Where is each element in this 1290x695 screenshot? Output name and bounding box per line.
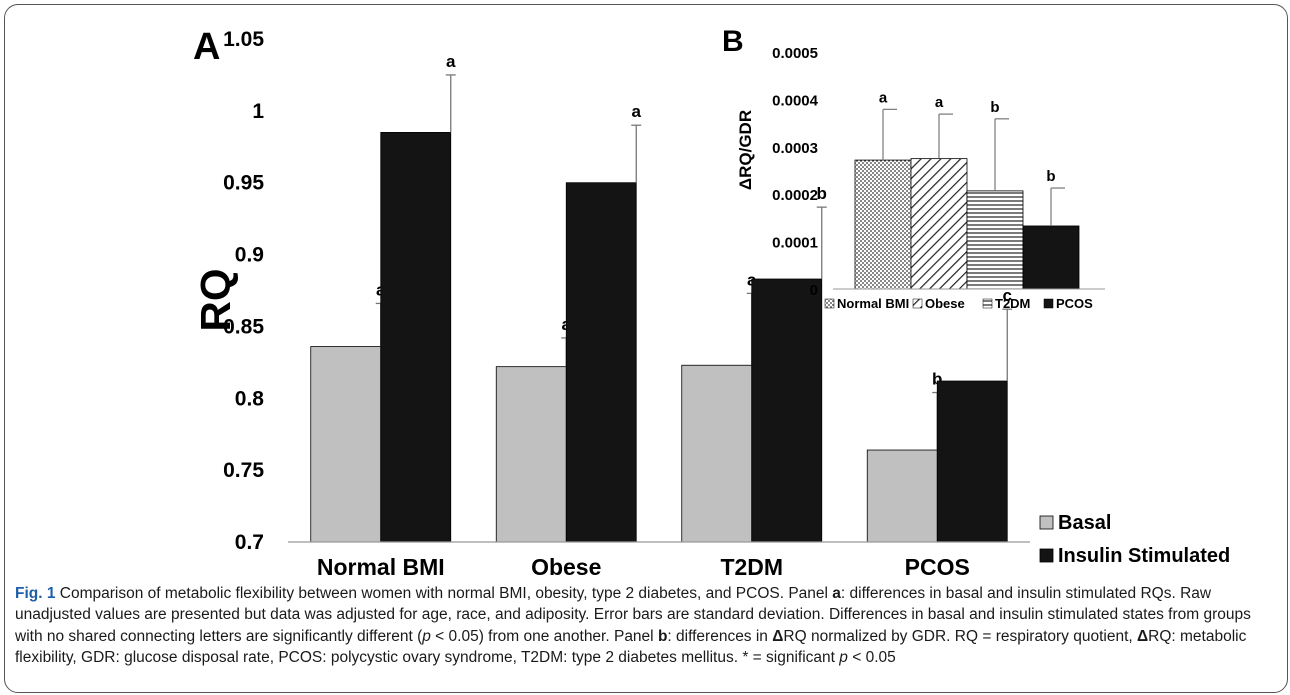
panel-b-y-axis-label: ΔRQ/GDR (736, 110, 755, 190)
figure-canvas: A 0.7 0.75 0.8 0.85 0.9 0.95 1 1.05 RQ a a Normal BM… (192, 25, 1230, 580)
panel-b-y-tick-0-0005: 0.0005 (772, 45, 818, 62)
bar-basal-t2dm (681, 364, 753, 543)
panel-b-bar-normal-bmi (854, 159, 912, 290)
x-tick-obese: Obese (531, 554, 601, 580)
caption-p-symbol: p (422, 627, 431, 645)
bar-insulin-stimulated-pcos (936, 380, 1008, 543)
y-tick-0-75: 0.75 (223, 459, 264, 482)
figure-frame (4, 4, 1288, 693)
caption-panel-a: a (832, 585, 841, 602)
panel-a-chart: A 0.7 0.75 0.8 0.85 0.9 0.95 1 1.05 RQ a a Normal BM… (192, 26, 1230, 580)
panel-b-legend-swatch-obese (912, 298, 923, 309)
caption-fig-label: Fig. 1 (15, 585, 56, 602)
caption-text-6: RQ: metabolic flexibility, GDR: glucose … (15, 627, 1247, 666)
y-tick-0-7: 0.7 (235, 531, 264, 554)
panel-b-legend-swatch-normal-bmi (824, 298, 835, 309)
caption-panel-b: b (657, 627, 668, 645)
panel-b-sig-letter-normal-bmi: a (879, 89, 888, 106)
panel-b-y-tick-0-0002: 0.0002 (772, 187, 818, 204)
legend-swatch-basal (1039, 515, 1054, 530)
caption-text-3: < 0.05) from one another. Panel (430, 627, 658, 645)
x-tick-t2dm: T2DM (720, 554, 783, 580)
panel-b-legend-label-normal-bmi: Normal BMI (837, 296, 909, 311)
bar-basal-obese (495, 366, 567, 543)
panel-b-y-tick-0-0003: 0.0003 (772, 140, 818, 157)
panel-b-bar-obese (910, 158, 968, 290)
bar-basal-pcos (866, 449, 938, 543)
panel-b-bar-t2dm (966, 190, 1024, 290)
panel-b-sig-letter-pcos: b (1046, 168, 1055, 185)
bar-basal-normal-bmi (310, 346, 382, 543)
y-tick-0-85: 0.85 (223, 315, 264, 338)
panel-b-legend-swatch-t2dm (982, 298, 993, 309)
sig-letter-insulin-stimulated-normal-bmi: a (446, 52, 456, 71)
panel-label-b: B (722, 25, 744, 58)
panel-b-y-tick-0-0001: 0.0001 (772, 235, 818, 252)
sig-letter-insulin-stimulated-t2dm: b (817, 184, 827, 203)
panel-b-y-tick-0: 0 (810, 282, 818, 299)
caption-text-1: Comparison of metabolic flexibility betw… (55, 585, 833, 602)
legend-swatch-insulin-stimulated (1039, 548, 1054, 563)
caption-delta-symbol-1: Δ (772, 627, 784, 645)
caption-text-4: : differences in (667, 627, 773, 645)
sig-letter-insulin-stimulated-obese: a (632, 102, 642, 121)
panel-b-sig-letter-obese: a (935, 94, 944, 111)
x-tick-normal-bmi: Normal BMI (317, 554, 445, 580)
caption-delta-symbol-2: Δ (1137, 627, 1149, 645)
panel-b-legend-label-obese: Obese (925, 296, 965, 311)
panel-b-legend-label-t2dm: T2DM (995, 296, 1030, 311)
y-tick-0-8: 0.8 (235, 387, 265, 410)
panel-b-legend-swatch-pcos (1043, 298, 1054, 309)
panel-label-a: A (193, 26, 220, 68)
y-tick-0-95: 0.95 (223, 172, 264, 195)
sig-letter-insulin-stimulated-pcos: c (1003, 286, 1012, 305)
y-axis-label: RQ (192, 269, 239, 332)
panel-b-legend-label-pcos: PCOS (1056, 296, 1093, 311)
panel-b-y-tick-0-0004: 0.0004 (772, 92, 819, 109)
y-tick-1-05: 1.05 (223, 28, 264, 51)
legend-label-basal: Basal (1058, 512, 1111, 534)
caption-text-7: < 0.05 (847, 648, 896, 666)
panel-b-chart: B 0 0.0001 0.0002 0.0003 0.0004 0.0005 ΔRQ/GDR a… (722, 25, 1105, 311)
figure-caption: Fig. 1 Comparison of metabolic flexibili… (15, 583, 1277, 668)
y-tick-1: 1 (252, 100, 264, 123)
x-tick-pcos: PCOS (905, 554, 970, 580)
panel-b-bar-pcos (1022, 225, 1080, 290)
legend-label-insulin-stimulated: Insulin Stimulated (1058, 545, 1230, 567)
bar-insulin-stimulated-t2dm (751, 278, 823, 543)
sig-letter-basal-pcos: b (932, 370, 942, 389)
caption-p-symbol-2: p (839, 648, 848, 666)
bar-insulin-stimulated-normal-bmi (380, 132, 452, 543)
y-tick-0-9: 0.9 (235, 244, 264, 267)
bar-insulin-stimulated-obese (565, 182, 637, 543)
caption-text-2: : differences in basal and insulin stimu… (15, 585, 1251, 645)
panel-b-sig-letter-t2dm: b (990, 99, 999, 116)
caption-text-5: RQ normalized by GDR. RQ = respiratory q… (783, 627, 1138, 645)
